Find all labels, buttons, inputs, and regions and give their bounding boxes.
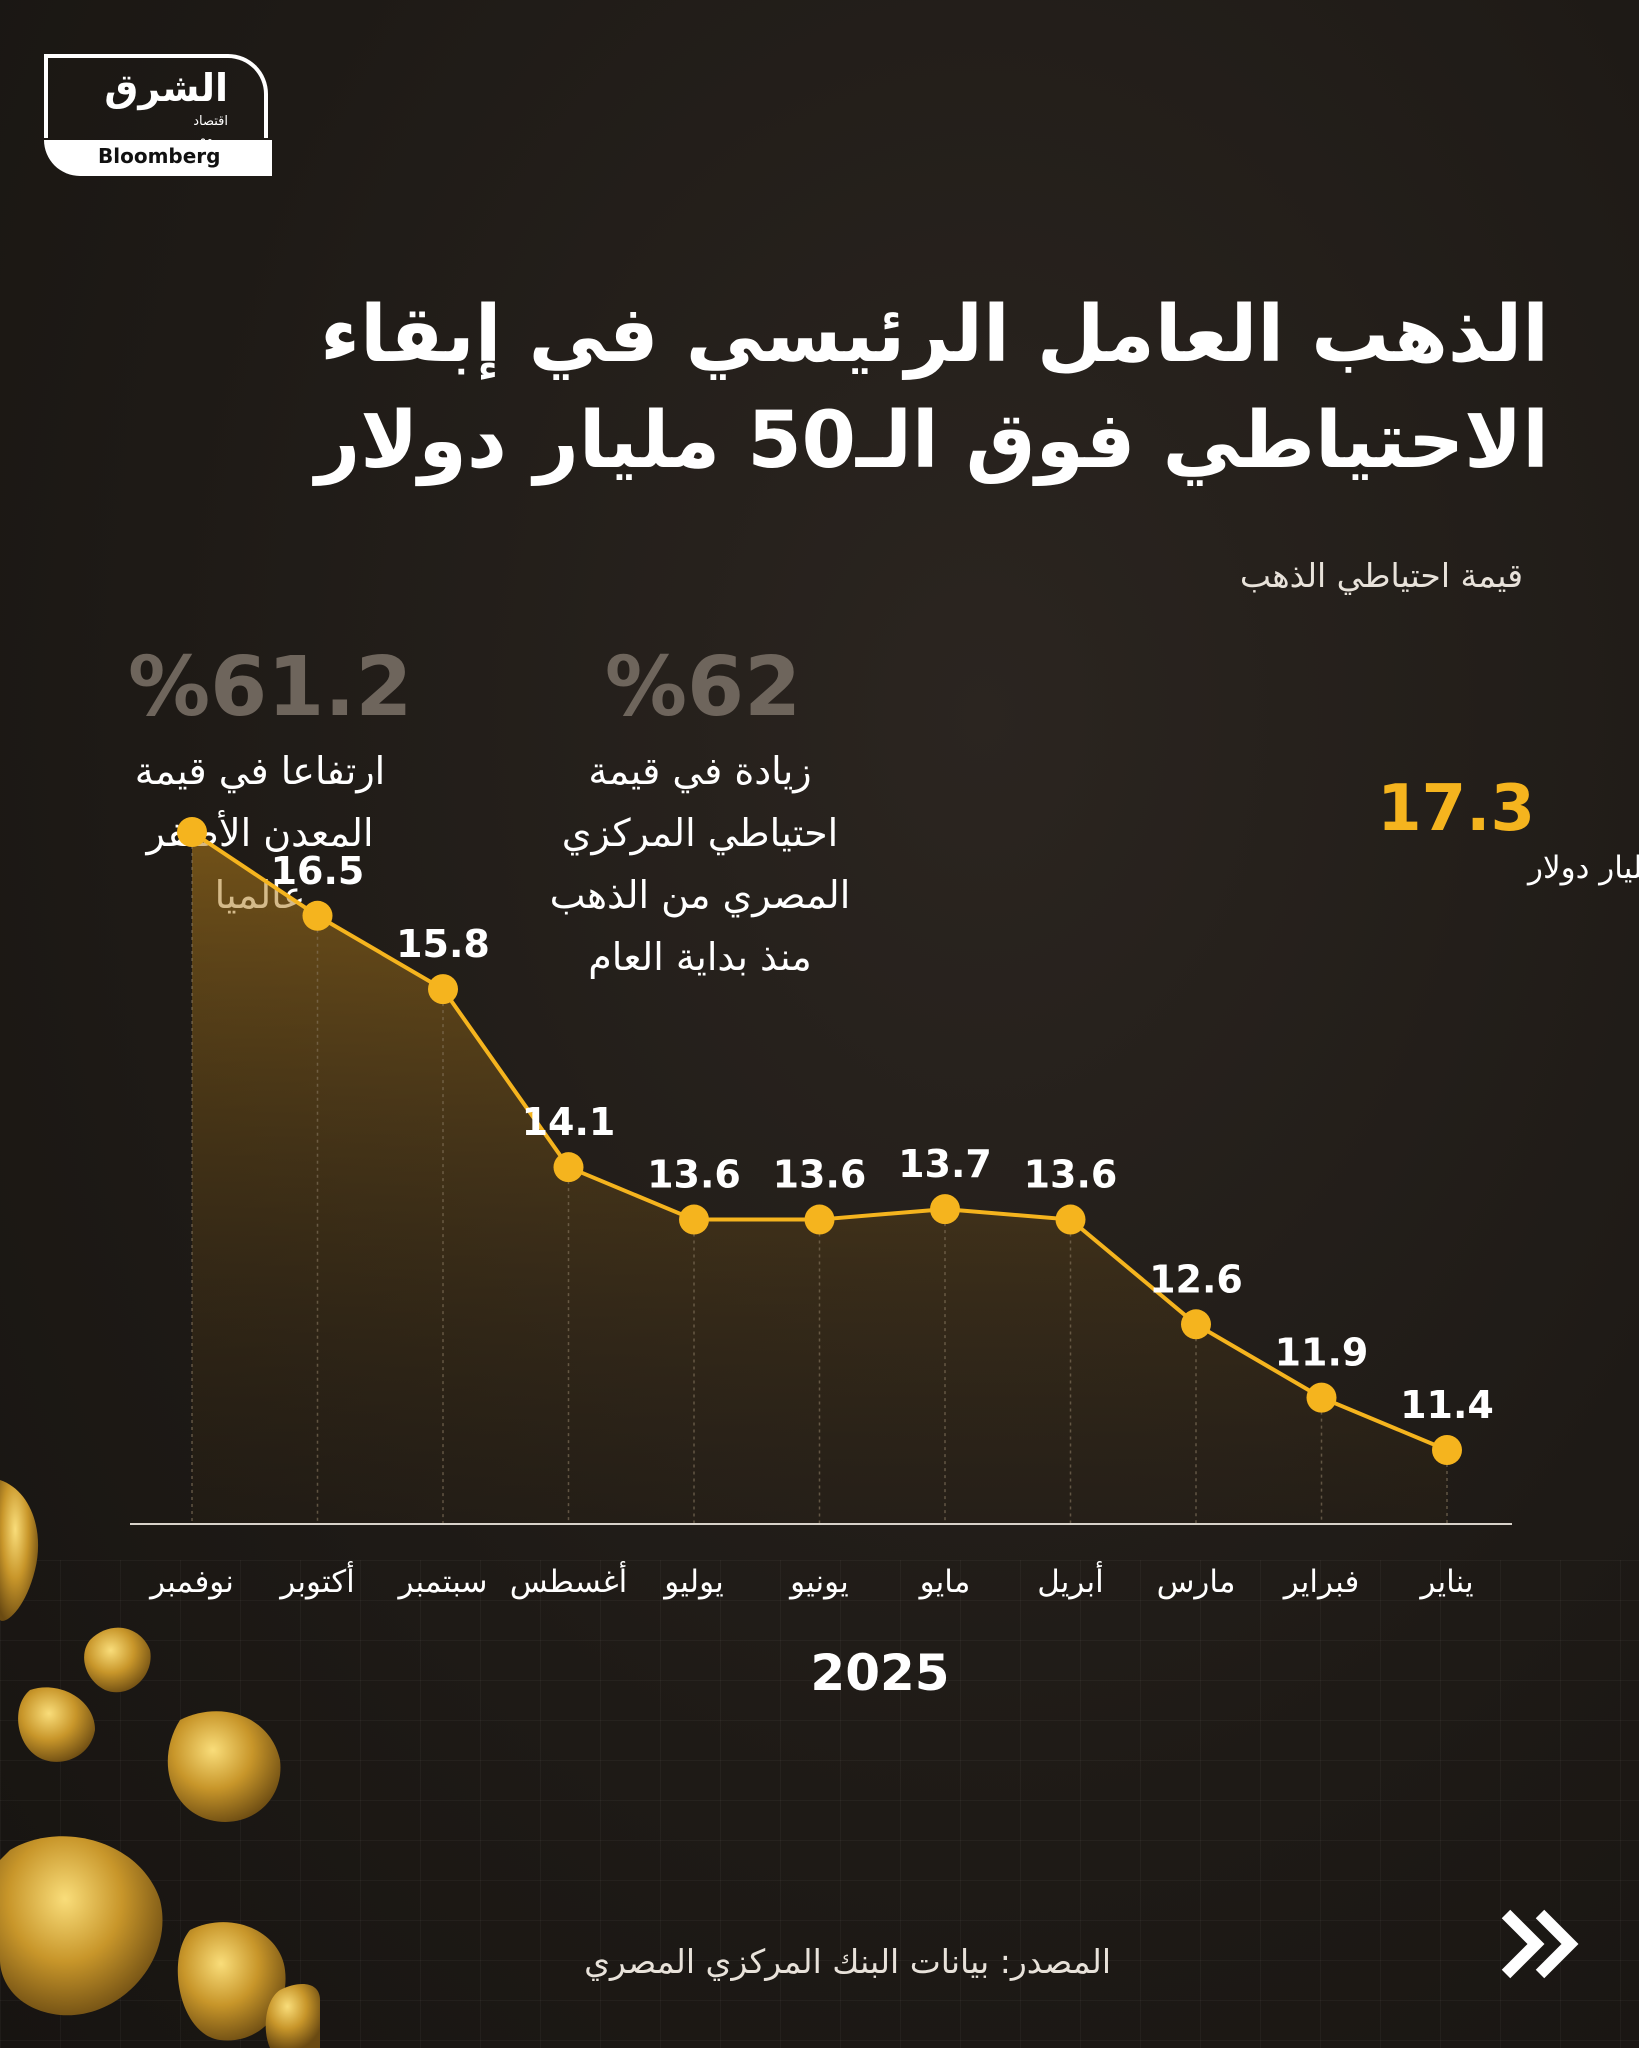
x-tick-label: مايو	[918, 1564, 971, 1600]
logo-sub: اقتصاد	[193, 114, 228, 129]
data-label: 13.6	[773, 1153, 867, 1197]
data-point	[679, 1204, 709, 1235]
stat-line: زيادة في قيمة	[588, 749, 812, 793]
data-label: 11.4	[1400, 1383, 1494, 1427]
stat-line: المصري من الذهب	[549, 873, 851, 917]
data-label: 12.6	[1149, 1257, 1243, 1301]
x-tick-label: سبتمبر	[396, 1564, 487, 1600]
data-label: 13.6	[1024, 1153, 1118, 1197]
page-title: الذهب العامل الرئيسي في إبقاء الاحتياطي …	[99, 282, 1549, 494]
data-point	[1432, 1435, 1462, 1465]
x-axis-title: 2025	[810, 1644, 949, 1702]
stat-reserve-increase-text: زيادة في قيمة احتياطي المركزي المصري من …	[470, 740, 930, 988]
stat-line: ارتفاعا في قيمة	[134, 749, 386, 793]
data-point	[177, 817, 207, 847]
data-labels: 11.4 11.9 12.6 13.6 13.7 13.6 13.6 14.1 15.8 16.5…	[271, 772, 1535, 1427]
data-label-highlight: 17.3	[1377, 772, 1535, 846]
title-line-2: الاحتياطي فوق الـ50 مليار دولار	[315, 396, 1549, 486]
data-point	[1306, 1382, 1337, 1413]
x-tick-label: أبريل	[1037, 1561, 1103, 1600]
data-point	[930, 1194, 960, 1225]
x-tick-label: أغسطس	[510, 1561, 627, 1600]
data-point	[804, 1204, 835, 1235]
data-point	[302, 900, 333, 931]
data-label: 16.5	[271, 849, 365, 893]
area-fill	[192, 832, 1447, 1524]
data-point	[1055, 1204, 1086, 1235]
vertical-guides	[191, 832, 1448, 1524]
title-line-1: الذهب العامل الرئيسي في إبقاء	[320, 290, 1549, 380]
data-point	[553, 1152, 584, 1183]
data-point	[1181, 1309, 1211, 1340]
double-chevron-right-icon[interactable]	[1500, 1906, 1580, 1982]
x-tick-label: نوفمبر	[148, 1564, 234, 1600]
data-label: 14.1	[522, 1100, 616, 1144]
x-tick-label: يناير	[1418, 1564, 1473, 1600]
x-tick-label: أكتوبر	[278, 1561, 354, 1600]
x-tick-label: يونيو	[788, 1564, 849, 1600]
data-label: 11.9	[1275, 1331, 1369, 1375]
last-value-unit: مليار دولار	[1526, 850, 1639, 886]
stat-line: احتياطي المركزي	[561, 811, 839, 855]
stat-reserve-increase-value: %62	[604, 640, 802, 735]
x-tick-label: يوليو	[662, 1564, 723, 1600]
logo-partner-bar: Bloomberg	[44, 140, 272, 176]
logo-frame	[44, 54, 268, 138]
x-tick-label: فبراير	[1282, 1564, 1360, 1600]
stat-gold-rise-value: %61.2	[128, 640, 413, 735]
stat-line: منذ بداية العام	[588, 935, 812, 979]
source-note: المصدر: بيانات البنك المركزي المصري	[584, 1942, 1111, 1981]
data-label: 13.7	[898, 1142, 992, 1186]
data-label: 13.6	[647, 1153, 741, 1197]
x-tick-label: مارس	[1157, 1564, 1236, 1600]
asharq-bloomberg-logo: الشرق اقتصاد مع Bloomberg	[44, 54, 272, 176]
data-points	[177, 817, 1462, 1465]
data-point	[428, 974, 458, 1005]
chart-title: قيمة احتياطي الذهب	[1239, 556, 1523, 595]
logo-partner: Bloomberg	[98, 144, 221, 168]
x-tick-labels: يناير فبراير مارس أبريل مايو يونيو يوليو أغسطس س…	[148, 1561, 1474, 1600]
logo-name: الشرق	[104, 66, 228, 110]
gold-nugget-icon	[0, 1480, 320, 2048]
data-label: 15.8	[396, 922, 490, 966]
